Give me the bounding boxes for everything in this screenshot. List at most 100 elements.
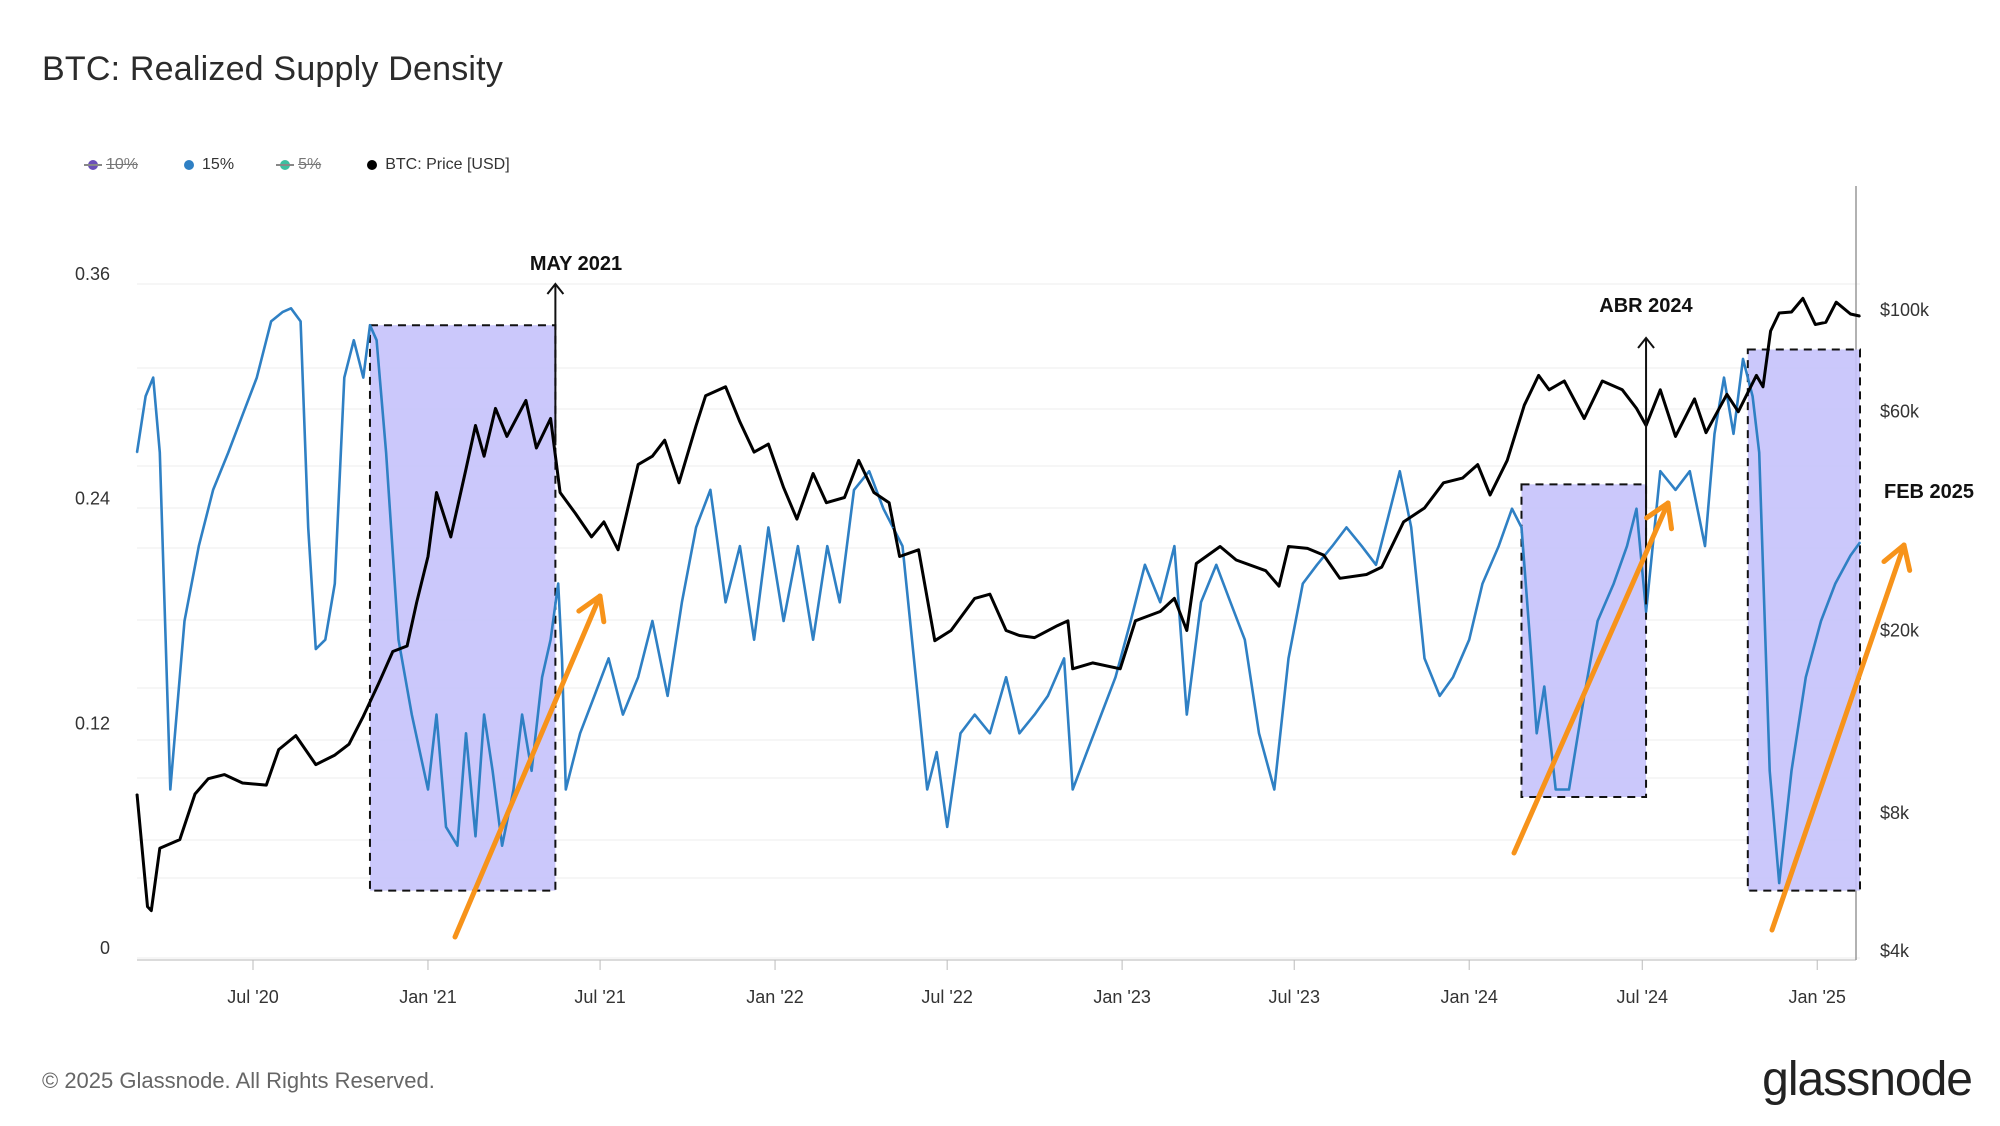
data-point-15pct <box>1360 545 1363 547</box>
y-right-tick-label: $60k <box>1880 402 1920 422</box>
copyright-footer: © 2025 Glassnode. All Rights Reserved. <box>42 1068 435 1093</box>
highlight-region <box>1746 348 1861 892</box>
data-point-15pct <box>946 826 948 828</box>
data-point-15pct <box>681 601 683 604</box>
data-point-15pct <box>989 732 991 735</box>
data-point-btc-price <box>1790 311 1793 313</box>
data-point-15pct <box>1626 545 1628 547</box>
data-point-15pct <box>1554 788 1557 791</box>
data-point-15pct <box>299 320 302 323</box>
data-point-btc-price <box>1849 313 1852 315</box>
data-point-btc-price <box>989 593 991 595</box>
data-point-btc-price <box>1033 636 1036 639</box>
marker-arrowhead-icon <box>1637 336 1655 349</box>
legend-item-0[interactable]: 10% <box>84 156 138 174</box>
legend-item-1[interactable]: 15% <box>184 156 234 174</box>
data-point-btc-price <box>294 734 297 737</box>
data-point-btc-price <box>590 536 593 538</box>
legend-item-2[interactable]: 5% <box>276 156 322 174</box>
data-point-btc-price <box>391 650 394 653</box>
data-point-btc-price <box>559 491 561 494</box>
data-point-15pct <box>1316 564 1318 566</box>
data-point-15pct <box>465 732 467 735</box>
data-point-15pct <box>512 788 515 791</box>
annotation-abr-2024: ABR 2024 <box>1599 295 1693 317</box>
data-point-btc-price <box>1322 554 1325 556</box>
data-point-15pct <box>1063 657 1065 660</box>
trend-arrowhead-icon <box>1644 500 1675 532</box>
data-point-btc-price <box>1601 380 1604 382</box>
data-point-15pct <box>1273 788 1276 791</box>
data-point-btc-price <box>1134 619 1137 622</box>
data-point-15pct <box>198 545 200 547</box>
data-point-15pct <box>1086 751 1088 753</box>
data-point-15pct <box>183 620 186 622</box>
data-point-15pct <box>1497 545 1500 547</box>
legend-marker <box>276 160 295 170</box>
data-point-btc-price <box>1537 374 1540 377</box>
data-point-15pct <box>369 324 371 326</box>
data-point-15pct <box>1723 376 1725 379</box>
data-point-btc-price <box>1814 323 1817 326</box>
data-point-btc-price <box>637 463 639 466</box>
data-point-15pct <box>474 835 477 838</box>
data-point-btc-price <box>1402 521 1405 523</box>
legend-marker <box>367 160 378 170</box>
data-point-15pct <box>1529 638 1531 641</box>
data-point-15pct <box>1535 732 1538 735</box>
legend-label: 5% <box>298 156 322 173</box>
data-point-15pct <box>593 695 596 697</box>
data-point-btc-price <box>1737 410 1740 413</box>
data-point-15pct <box>561 657 563 660</box>
annotation-may-2021: MAY 2021 <box>530 253 622 275</box>
data-point-btc-price <box>146 905 149 908</box>
data-point-15pct <box>1100 713 1102 716</box>
data-point-btc-price <box>651 455 654 457</box>
data-point-15pct <box>227 451 230 454</box>
data-point-15pct <box>483 713 485 716</box>
data-point-15pct <box>1742 358 1744 360</box>
data-point-15pct <box>256 376 258 379</box>
data-point-btc-price <box>150 909 153 912</box>
data-point-btc-price <box>603 521 605 523</box>
data-point-15pct <box>782 620 785 622</box>
data-point-15pct <box>1790 769 1793 772</box>
data-point-15pct <box>1033 713 1036 716</box>
data-point-15pct <box>882 507 885 510</box>
data-point-15pct <box>911 638 913 641</box>
data-point-btc-price <box>898 555 901 558</box>
data-point-btc-price <box>314 763 317 766</box>
data-point-btc-price <box>888 501 890 504</box>
data-point-btc-price <box>377 683 380 685</box>
data-point-btc-price <box>663 439 666 442</box>
data-point-btc-price <box>494 407 497 410</box>
data-point-btc-price <box>1583 417 1586 420</box>
series-line-15pct <box>135 307 1862 885</box>
data-point-15pct <box>1047 695 1049 697</box>
data-point-btc-price <box>1005 629 1007 632</box>
data-point-15pct <box>637 676 639 678</box>
data-point-15pct <box>375 339 378 341</box>
x-tick-label: Jan '24 <box>1440 987 1497 1007</box>
data-point-btc-price <box>223 773 226 776</box>
data-point-btc-price <box>1769 330 1772 332</box>
data-point-15pct <box>1674 489 1677 491</box>
data-point-btc-price <box>333 754 336 756</box>
trend-arrowhead-icon <box>576 593 607 625</box>
data-point-15pct <box>666 695 669 697</box>
legend-item-3[interactable]: BTC: Price [USD] <box>367 156 510 174</box>
data-point-15pct <box>651 620 654 622</box>
data-point-15pct <box>607 657 610 660</box>
data-point-btc-price <box>1067 619 1069 622</box>
data-point-15pct <box>144 395 147 398</box>
data-point-15pct <box>1820 620 1822 622</box>
legend-marker <box>84 160 102 170</box>
data-point-btc-price <box>415 601 418 604</box>
data-point-15pct <box>1834 582 1837 585</box>
data-point-15pct <box>1751 395 1754 398</box>
x-tick-label: Jul '21 <box>574 987 625 1007</box>
y-right-tick-label: $20k <box>1880 621 1920 641</box>
data-point-15pct <box>1200 601 1202 604</box>
data-point-15pct <box>1688 470 1691 473</box>
data-point-btc-price <box>427 555 429 558</box>
